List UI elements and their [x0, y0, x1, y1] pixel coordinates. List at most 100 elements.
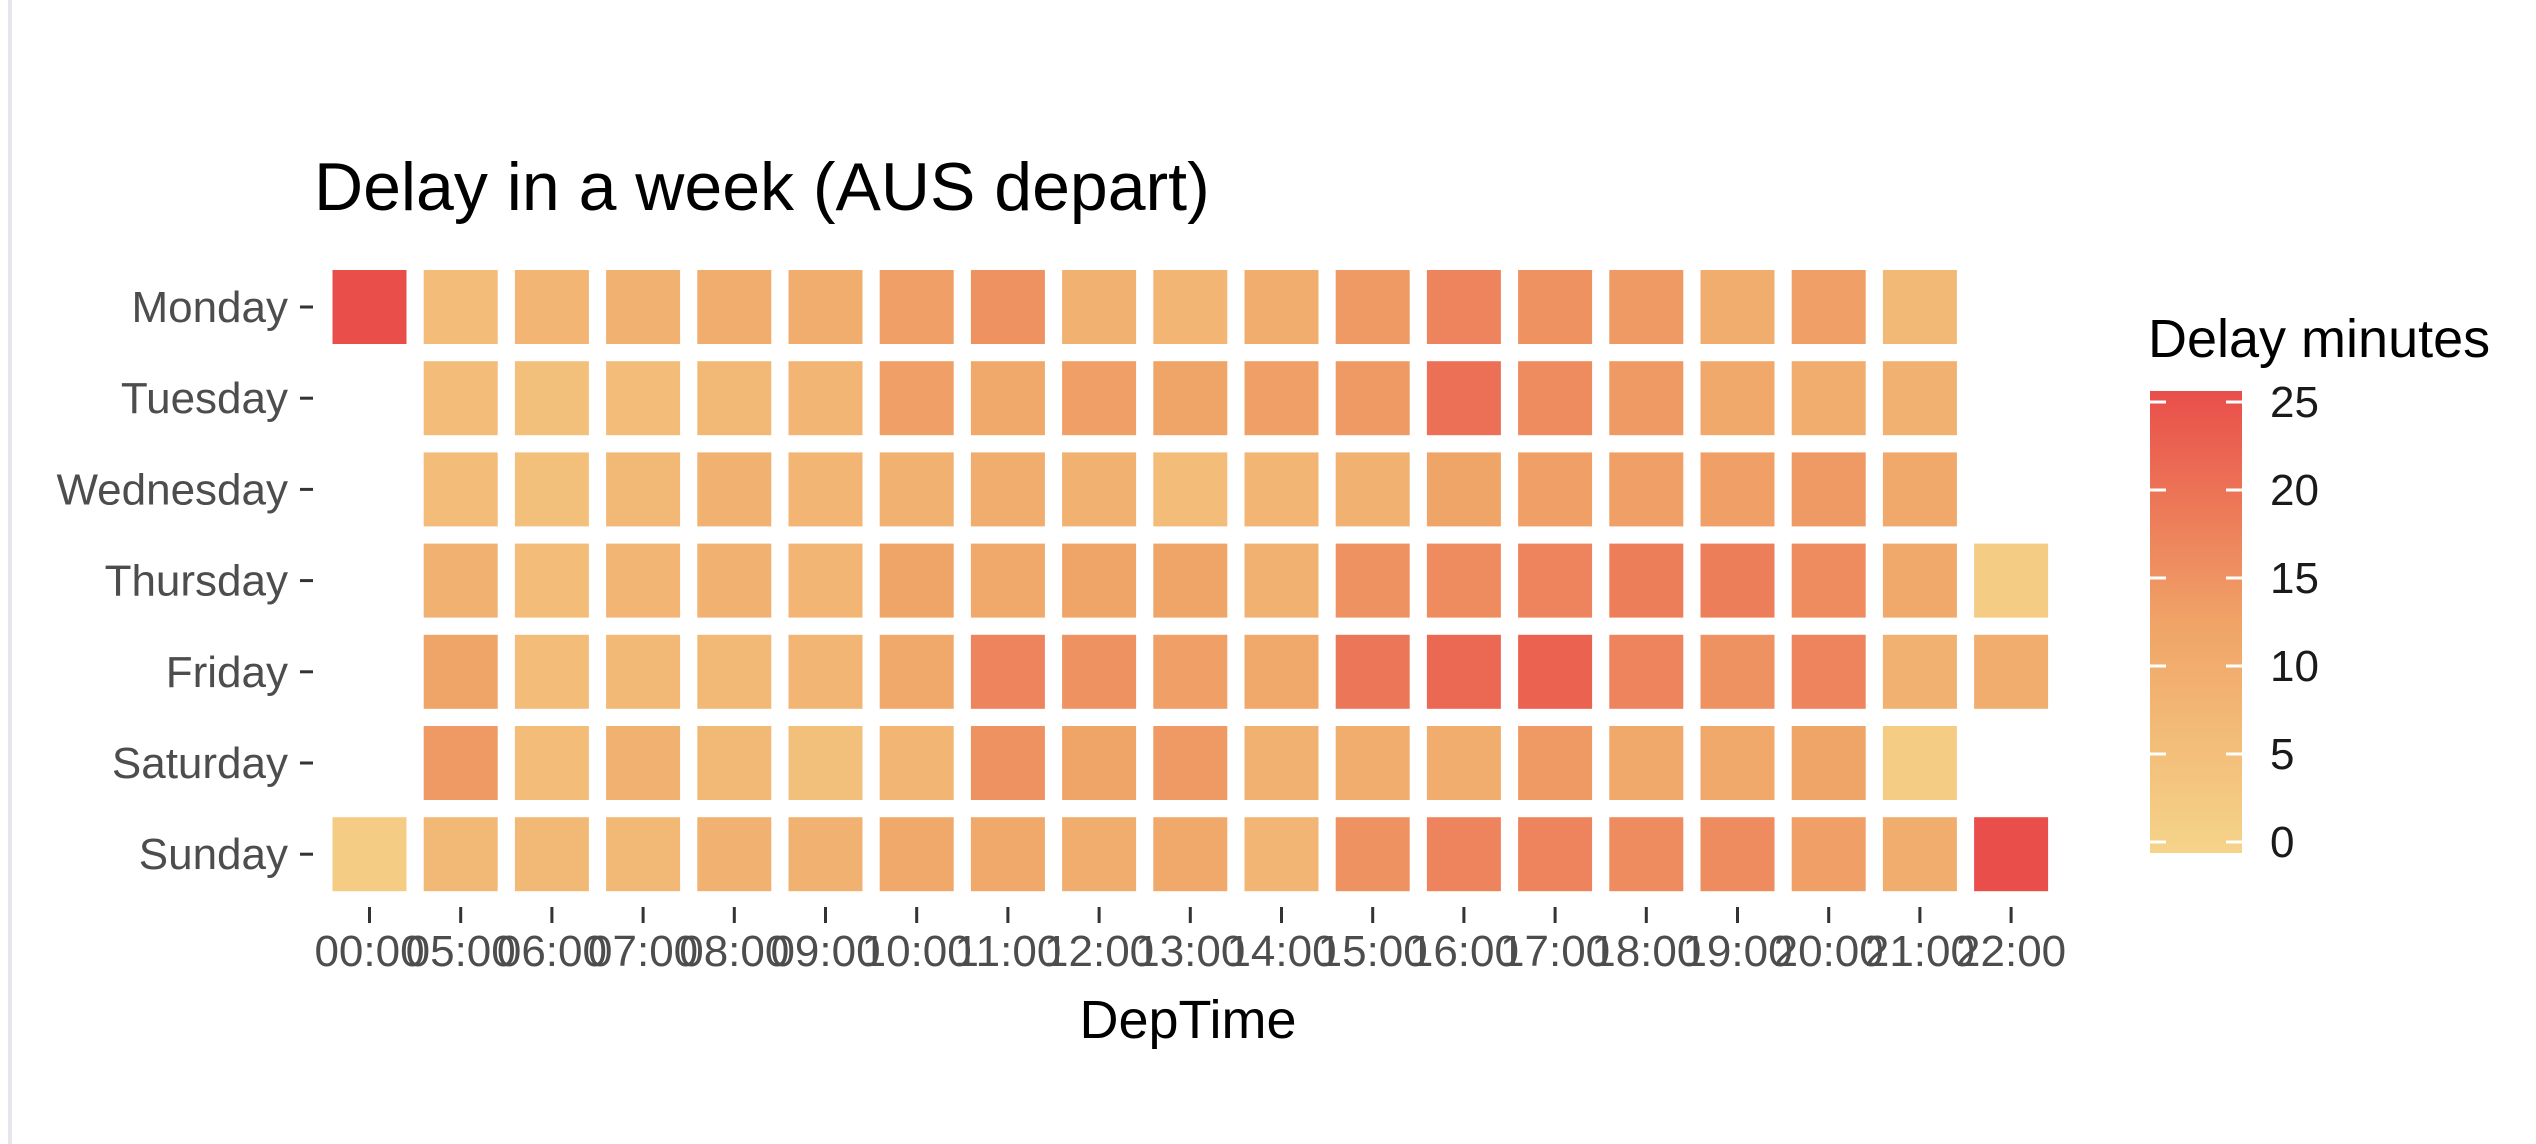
heatmap-cell: [1426, 543, 1501, 618]
heatmap-cell: [1153, 634, 1228, 709]
heatmap-cell: [606, 270, 681, 344]
heatmap-cell: [1062, 452, 1137, 527]
heatmap-cell: [879, 270, 954, 344]
heatmap-cell: [1609, 634, 1684, 709]
heatmap-cell: [1700, 634, 1775, 709]
heatmap-cell: [970, 361, 1045, 436]
heatmap-cell: [697, 452, 772, 527]
heatmap-cell: [1700, 452, 1775, 527]
heatmap-cell: [1335, 634, 1410, 709]
heatmap-cell: [1062, 726, 1137, 800]
heatmap-cell: [1609, 361, 1684, 436]
heatmap-cell: [1974, 634, 2049, 709]
heatmap-cell: [1062, 270, 1137, 344]
heatmap-cell: [423, 543, 498, 618]
heatmap-cell: [1882, 817, 1957, 892]
heatmap-cell: [1335, 726, 1410, 800]
x-tick-label: 05:00: [406, 927, 516, 976]
heatmap-cell: [1882, 634, 1957, 709]
heatmap-cell: [1153, 270, 1228, 344]
x-tick-label: 16:00: [1409, 927, 1519, 976]
x-tick-label: 13:00: [1135, 927, 1245, 976]
x-tick-label: 11:00: [954, 927, 1061, 976]
x-tick-label: 20:00: [1774, 927, 1884, 976]
heatmap-cell: [1882, 270, 1957, 344]
heatmap-cell: [788, 726, 863, 800]
heatmap-cells: [332, 270, 2049, 892]
heatmap-cell: [423, 817, 498, 892]
legend-title: Delay minutes: [2148, 309, 2490, 369]
heatmap-cell: [1153, 817, 1228, 892]
heatmap-cell: [970, 270, 1045, 344]
heatmap-cell: [970, 634, 1045, 709]
heatmap-cell: [514, 270, 589, 344]
y-tick-label: Tuesday: [121, 374, 288, 423]
colorbar-tick-label: 20: [2270, 466, 2319, 515]
colorbar: [2150, 391, 2242, 853]
heatmap-cell: [879, 817, 954, 892]
heatmap-cell: [423, 634, 498, 709]
colorbar-tick-label: 5: [2270, 730, 2294, 779]
heatmap-cell: [788, 452, 863, 527]
heatmap-cell: [697, 270, 772, 344]
heatmap-cell: [1518, 361, 1593, 436]
heatmap-cell: [606, 634, 681, 709]
heatmap-cell: [423, 361, 498, 436]
heatmap-cell: [1426, 361, 1501, 436]
heatmap-cell: [1974, 817, 2049, 892]
heatmap-cell: [1609, 726, 1684, 800]
heatmap-cell: [697, 634, 772, 709]
heatmap-cell: [423, 270, 498, 344]
heatmap-cell: [606, 543, 681, 618]
heatmap-cell: [1609, 452, 1684, 527]
heatmap-cell: [1426, 817, 1501, 892]
heatmap-cell: [697, 543, 772, 618]
heatmap-cell: [879, 361, 954, 436]
heatmap-cell: [332, 817, 407, 892]
heatmap-cell: [1791, 726, 1866, 800]
heatmap-cell: [1244, 634, 1319, 709]
y-tick-label: Sunday: [139, 830, 288, 879]
y-tick-label: Saturday: [112, 739, 288, 788]
heatmap-cell: [1244, 361, 1319, 436]
colorbar-tick-label: 10: [2270, 642, 2319, 691]
x-axis-label: DepTime: [1079, 990, 1296, 1050]
heatmap-cell: [514, 726, 589, 800]
colorbar-tick-label: 15: [2270, 554, 2319, 603]
heatmap-cell: [606, 726, 681, 800]
heatmap-cell: [423, 726, 498, 800]
heatmap-cell: [1791, 270, 1866, 344]
x-tick-label: 06:00: [497, 927, 607, 976]
x-tick-label: 00:00: [314, 927, 424, 976]
heatmap-cell: [1882, 361, 1957, 436]
heatmap-cell: [1609, 270, 1684, 344]
heatmap-cell: [514, 817, 589, 892]
x-tick-label: 09:00: [770, 927, 880, 976]
chart-title: Delay in a week (AUS depart): [314, 149, 1210, 225]
heatmap-cell: [697, 817, 772, 892]
heatmap-cell: [1882, 726, 1957, 800]
heatmap-cell: [1062, 817, 1137, 892]
heatmap-cell: [514, 361, 589, 436]
heatmap-cell: [1244, 726, 1319, 800]
heatmap-cell: [1244, 543, 1319, 618]
heatmap-cell: [1791, 634, 1866, 709]
heatmap-cell: [1609, 817, 1684, 892]
heatmap-cell: [1426, 726, 1501, 800]
heatmap-cell: [1518, 270, 1593, 344]
heatmap-cell: [1244, 452, 1319, 527]
heatmap-cell: [1244, 817, 1319, 892]
heatmap-cell: [606, 452, 681, 527]
heatmap-cell: [879, 452, 954, 527]
x-tick-label: 22:00: [1956, 927, 2066, 976]
x-tick-label: 12:00: [1044, 927, 1154, 976]
heatmap-cell: [970, 543, 1045, 618]
y-tick-label: Thursday: [105, 557, 288, 606]
heatmap-cell: [1609, 543, 1684, 618]
heatmap-cell: [1518, 543, 1593, 618]
heatmap-cell: [1791, 817, 1866, 892]
y-tick-label: Monday: [131, 283, 288, 332]
x-tick-label: 14:00: [1226, 927, 1336, 976]
heatmap-cell: [697, 726, 772, 800]
heatmap-cell: [1244, 270, 1319, 344]
